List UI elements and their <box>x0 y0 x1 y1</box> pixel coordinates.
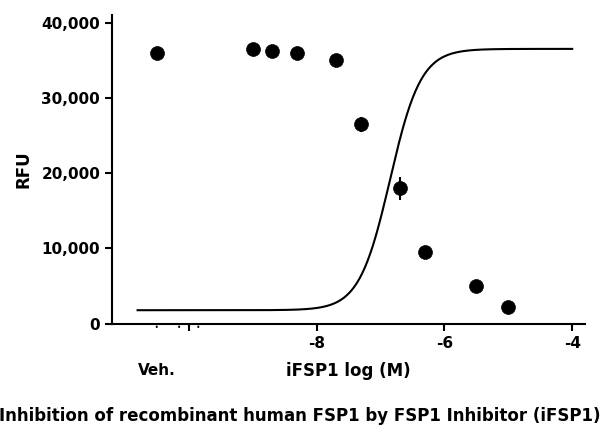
Y-axis label: RFU: RFU <box>15 151 33 188</box>
X-axis label: iFSP1 log (M): iFSP1 log (M) <box>286 362 411 380</box>
Text: Veh.: Veh. <box>138 363 176 378</box>
Text: Inhibition of recombinant human FSP1 by FSP1 Inhibitor (iFSP1): Inhibition of recombinant human FSP1 by … <box>0 407 600 425</box>
